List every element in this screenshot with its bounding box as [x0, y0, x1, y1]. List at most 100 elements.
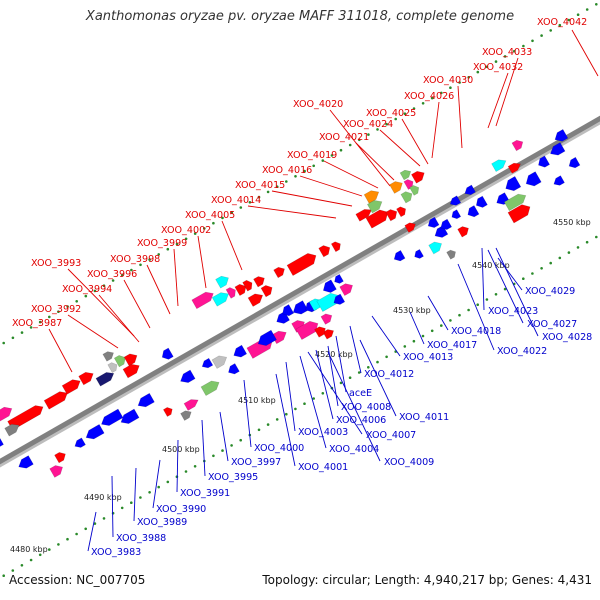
lower-tick-dot: [412, 339, 416, 343]
gene-arrow-reverse: [0, 435, 4, 450]
upper-tick-dot: [93, 289, 97, 293]
locus-label-xoo-3993: XOO_3993: [31, 258, 81, 269]
gene-feature: [451, 209, 462, 220]
leader-line-xoo-3996: [123, 279, 151, 329]
gene-feature: [404, 222, 416, 233]
lower-tick-dot: [321, 392, 325, 395]
lower-tick-dot: [576, 246, 580, 249]
leader-line-xoo-4030: [457, 85, 463, 149]
gene-feature: [318, 245, 331, 258]
gene-feature: [464, 184, 476, 196]
upper-tick-dot: [394, 117, 398, 121]
gene-feature: [228, 363, 240, 375]
leader-line-xoo-4016: [299, 175, 363, 197]
lower-tick-dot: [595, 235, 598, 239]
upper-tick-dot: [157, 253, 160, 256]
locus-label-xoo-4032: XOO_4032: [473, 62, 523, 73]
lower-tick-dot: [120, 506, 124, 510]
gene-arrow-forward: [260, 285, 273, 298]
leader-line-xoo-4012: [349, 325, 362, 374]
gene-feature: [322, 329, 335, 340]
gene-arrow-reverse: [393, 250, 406, 262]
leader-line-xoo-4014: [247, 205, 337, 219]
leader-line-xoo-4021: [355, 142, 395, 181]
gene-feature: [61, 379, 81, 395]
upper-tick-dot: [130, 268, 133, 272]
leader-line-xoo-4023: [481, 247, 485, 311]
gene-arrow-forward: [54, 452, 66, 464]
gene-arrow-reverse: [120, 408, 140, 424]
gene-feature: [507, 204, 531, 224]
upper-tick-dot: [175, 242, 179, 246]
leader-line-xoo-3991: [176, 439, 179, 493]
gene-arrow-forward: [507, 162, 521, 174]
upper-tick-dot: [285, 180, 288, 183]
gene-arrow-reverse: [276, 311, 290, 324]
gene-feature: [396, 206, 407, 218]
upper-tick-dot: [339, 148, 343, 152]
leader-line-xoo-4001: [275, 373, 296, 467]
locus-label-xoo-4017: XOO_4017: [427, 340, 477, 351]
upper-tick-dot: [20, 331, 24, 334]
gene-arrow-forward: [162, 407, 173, 417]
scale-label-4480-kbp: 4480 kbp: [10, 545, 48, 554]
upper-tick-dot: [585, 8, 589, 11]
upper-tick-dot: [595, 3, 598, 6]
gene-arrow-reverse: [553, 175, 565, 186]
gene-arrow-reverse: [568, 156, 581, 169]
gene-feature: [271, 330, 287, 345]
gene-arrow-forward: [503, 193, 527, 212]
locus-label-xoo-4016: XOO_4016: [262, 165, 312, 176]
upper-tick-dot: [376, 128, 379, 131]
upper-tick-dot: [66, 305, 69, 308]
gene-arrow-reverse: [451, 209, 462, 220]
locus-label-xoo-4022: XOO_4022: [497, 346, 547, 357]
gene-feature: [183, 399, 199, 411]
gene-feature: [385, 209, 398, 222]
gene-feature: [457, 226, 469, 238]
gene-feature: [260, 285, 273, 298]
gene-feature: [334, 273, 344, 284]
locus-label-xoo-4012: XOO_4012: [364, 369, 414, 380]
gene-feature: [295, 320, 319, 340]
upper-tick-dot: [212, 221, 215, 225]
upper-tick-dot: [440, 91, 443, 95]
upper-tick-dot: [330, 154, 334, 157]
gene-arrow-reverse: [201, 357, 214, 369]
locus-label-xoo-4005: XOO_4005: [185, 210, 235, 221]
lower-tick-dot: [294, 407, 297, 411]
scale-label-4550-kbp: 4550 kbp: [553, 218, 591, 227]
gene-feature: [74, 437, 86, 448]
upper-tick-dot: [294, 175, 297, 178]
gene-feature: [201, 357, 214, 369]
upper-tick-dot: [540, 34, 543, 37]
upper-tick-dot: [193, 232, 197, 235]
gene-feature: [120, 408, 140, 424]
gene-arrow-forward: [107, 362, 118, 374]
gene-feature: [233, 344, 248, 358]
upper-tick-dot: [38, 320, 42, 324]
gene-feature: [137, 392, 155, 408]
locus-label-xoo-4004: XOO_4004: [329, 444, 379, 455]
gene-feature: [43, 391, 68, 410]
gene-arrow-reverse: [475, 195, 488, 208]
gene-arrow-forward: [123, 353, 138, 367]
gene-arrow-forward: [122, 363, 140, 379]
upper-tick-dot: [358, 138, 361, 142]
gene-arrow-forward: [363, 190, 380, 204]
gene-feature: [363, 190, 380, 204]
lower-tick-dot: [357, 371, 361, 374]
gene-arrow-forward: [180, 410, 192, 421]
lower-tick-dot: [20, 564, 24, 567]
lower-tick-dot: [440, 324, 443, 327]
lower-tick-dot: [130, 501, 133, 505]
leader-line-xoo-4032: [487, 72, 509, 129]
locus-label-xoo-3987: XOO_3987: [12, 318, 62, 329]
lower-tick-dot: [558, 256, 562, 260]
gene-arrow-reverse: [334, 273, 344, 284]
upper-tick-dot: [576, 13, 580, 16]
gene-feature: [366, 200, 383, 214]
lower-tick-dot: [522, 277, 525, 281]
gene-feature: [507, 162, 521, 174]
